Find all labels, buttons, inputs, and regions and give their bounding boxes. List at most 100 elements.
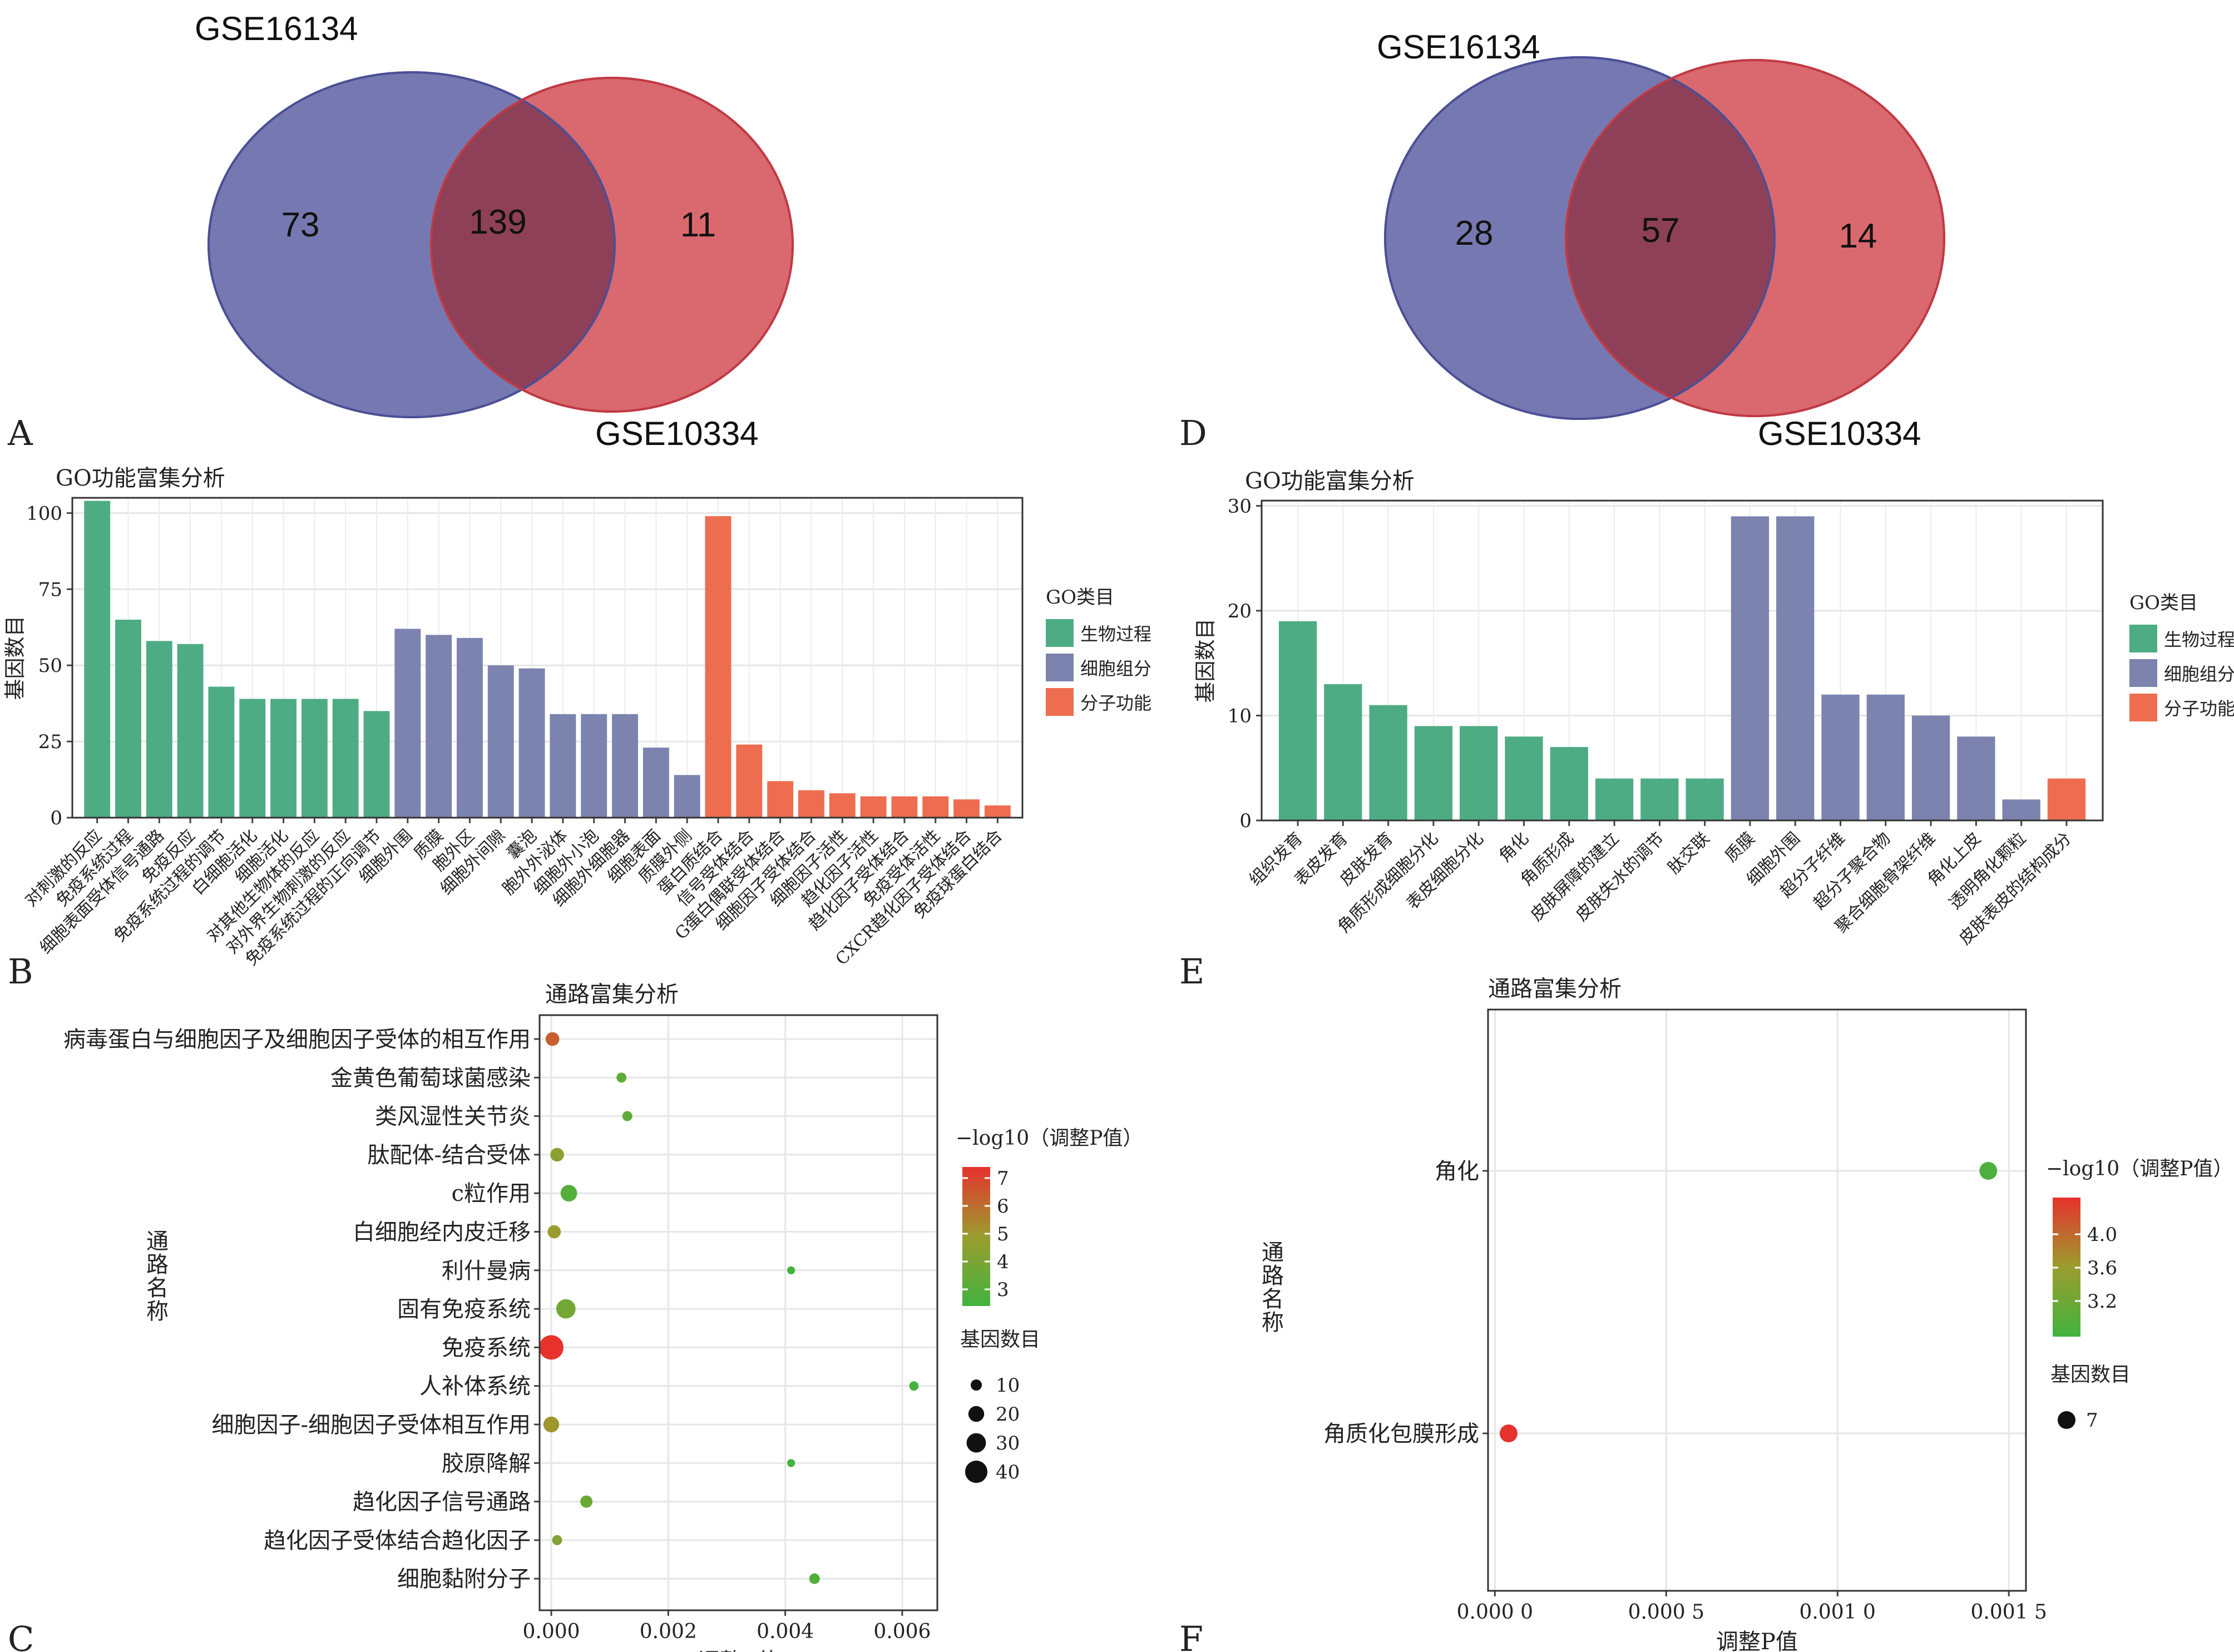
pathway-label: 肽配体-结合受体 [367, 1142, 531, 1168]
size-legend-title: 基因数目 [960, 1328, 1040, 1351]
bar [270, 699, 296, 818]
bar [1686, 778, 1724, 820]
x-tick-label: 肽交联 [1664, 829, 1713, 878]
venn-set-label-left: GSE16134 [195, 10, 358, 47]
pathway-label: 利什曼病 [442, 1258, 531, 1284]
y-axis-label-char: 称 [146, 1299, 169, 1324]
x-axis-label: 调整P值 [1716, 1629, 1798, 1652]
y-axis-label-char: 路 [1262, 1263, 1284, 1289]
venn-set-label-right: GSE10334 [595, 415, 759, 452]
legend-swatch [1046, 654, 1074, 681]
pathway-label: 人补体系统 [419, 1374, 531, 1399]
legend-swatch [1046, 619, 1074, 647]
color-bar-label: 3.2 [2087, 1290, 2117, 1313]
color-bar-label: 4.0 [2087, 1224, 2117, 1246]
venn-count-right: 14 [1839, 217, 1877, 255]
color-bar-label: 3.6 [2087, 1257, 2117, 1279]
y-tick-label: 75 [38, 578, 62, 601]
bar [239, 699, 266, 818]
y-tick-label: 30 [1228, 495, 1252, 517]
plot-frame [1261, 499, 2104, 822]
bubble-point [1979, 1162, 1998, 1180]
bar [953, 799, 980, 818]
bubble-point [552, 1535, 562, 1545]
size-legend-label: 10 [996, 1374, 1020, 1397]
bubble-point [622, 1111, 632, 1121]
legend-title: GO类目 [2129, 592, 2198, 614]
size-legend-dot [966, 1433, 986, 1453]
color-bar-label: 7 [997, 1168, 1009, 1190]
color-bar-label: 3 [997, 1279, 1009, 1301]
bar [363, 711, 390, 818]
bar [550, 714, 576, 818]
bar [642, 748, 669, 818]
x-tick-label: 角化 [1495, 829, 1533, 866]
x-axis-label: 调整P值 [698, 1649, 779, 1652]
legend-label: 细胞组分 [1080, 658, 1151, 679]
pathway-label: 角化 [1435, 1159, 1479, 1184]
bar [1505, 736, 1543, 820]
x-tick-label: 0.000 5 [1628, 1601, 1704, 1624]
bubble-point [556, 1299, 576, 1319]
bar [1821, 694, 1860, 820]
y-axis-label-char: 名 [146, 1275, 169, 1301]
pathway-label: 趋化因子信号通路 [353, 1490, 531, 1515]
bar [1640, 778, 1679, 820]
bar [457, 637, 483, 818]
x-tick-label: 0.004 [757, 1620, 814, 1643]
bar [1776, 516, 1815, 820]
bar [518, 668, 545, 818]
bar [84, 501, 111, 818]
bar [1369, 705, 1407, 820]
legend-swatch [2129, 659, 2157, 687]
venn-circle-right-outline [430, 77, 794, 413]
pathway-label: 固有免疫系统 [397, 1297, 531, 1322]
bubble-point [545, 1032, 560, 1046]
bubble-point [580, 1495, 593, 1508]
bar [1460, 726, 1498, 820]
x-tick-label: 0.000 0 [1457, 1601, 1533, 1624]
y-axis-label: 基因数目 [1193, 618, 1218, 703]
bubble-point [809, 1573, 820, 1584]
pathway-label: 类风湿性关节炎 [375, 1104, 531, 1130]
bar [798, 790, 824, 818]
bubble-point [539, 1335, 564, 1360]
bar [1278, 621, 1317, 820]
pathway-label: 胶原降解 [442, 1451, 531, 1476]
venn-count-left: 28 [1455, 214, 1494, 253]
venn-circle-left-outline [207, 71, 616, 418]
bar [767, 781, 794, 818]
bar [860, 796, 887, 818]
legend-title: GO类目 [1046, 586, 1114, 609]
color-legend-title: −log10（调整P值） [956, 1127, 1143, 1150]
y-tick-label: 25 [38, 731, 62, 753]
chart-title: GO功能富集分析 [56, 466, 225, 491]
venn-panel-A: GSE16134 GSE10334 73 139 11 [195, 10, 794, 452]
bar [301, 699, 328, 818]
bar [1550, 747, 1588, 820]
bar [2002, 799, 2040, 820]
y-axis-label: 基因数目 [3, 615, 27, 700]
color-legend-title: −log10（调整P值） [2046, 1158, 2233, 1180]
size-legend-dot [970, 1379, 982, 1391]
panel-label-E: E [1179, 951, 1204, 992]
chart-title: GO功能富集分析 [1245, 468, 1415, 494]
y-axis-label-char: 通 [1262, 1240, 1284, 1265]
bar [1324, 684, 1362, 820]
x-tick-label: 细胞表面受体信号通路 [36, 826, 168, 958]
bar [705, 516, 732, 818]
plot-frame [71, 497, 1024, 819]
legend-label: 分子功能 [1080, 693, 1151, 714]
bubble-chart-C: 0.000 0.002 0.004 0.006 病毒蛋白与细胞因子及细胞因子受体的相互作… [63, 982, 1143, 1652]
bar [426, 635, 452, 818]
color-bar-label: 4 [997, 1251, 1009, 1273]
pathway-label: 趋化因子受体结合趋化因子 [264, 1528, 531, 1554]
bar [922, 796, 949, 818]
venn-circle-left-outline [1384, 56, 1776, 420]
plot-frame [538, 1014, 938, 1611]
bubble-point [909, 1381, 919, 1391]
venn-circle-right-outline [1565, 59, 1945, 417]
x-tick-label: 0.001 0 [1800, 1601, 1876, 1624]
chart-title: 通路富集分析 [545, 982, 679, 1007]
